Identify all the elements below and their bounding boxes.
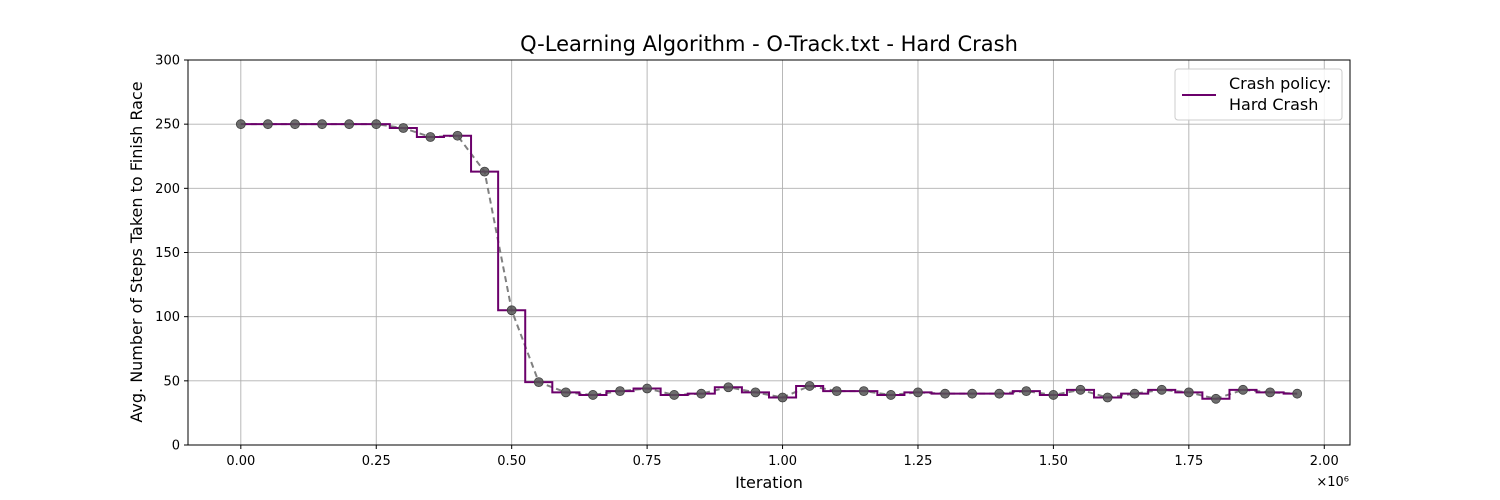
data-point <box>398 123 409 133</box>
y-tick-label: 200 <box>155 182 180 197</box>
chart-title: Q-Learning Algorithm - O-Track.txt - Har… <box>520 32 1018 56</box>
data-point <box>344 119 355 130</box>
x-tick-label: 0.75 <box>633 454 662 469</box>
data-point <box>371 119 382 130</box>
data-point <box>669 390 680 400</box>
data-point <box>1075 384 1086 395</box>
x-tick-label: 0.00 <box>226 454 255 469</box>
data-point <box>1129 388 1140 399</box>
data-point <box>290 119 300 130</box>
x-tick-label: 1.25 <box>903 454 932 469</box>
data-point <box>940 388 950 399</box>
data-point <box>1211 393 1221 404</box>
legend: Crash policy: Hard Crash <box>1174 68 1343 121</box>
data-point <box>1102 392 1113 403</box>
y-tick-label: 50 <box>163 374 180 389</box>
data-point <box>425 132 436 142</box>
data-point <box>1021 386 1032 397</box>
data-point <box>235 119 246 130</box>
data-point <box>1265 387 1275 398</box>
y-axis-label: Avg. Number of Steps Taken to Finish Rac… <box>127 81 146 422</box>
data-point <box>885 390 896 400</box>
data-point <box>804 381 815 391</box>
data-point <box>696 388 707 399</box>
data-point <box>723 382 734 393</box>
data-point <box>994 388 1005 399</box>
data-point <box>263 119 273 130</box>
y-tick-label: 100 <box>155 310 180 325</box>
x-axis-offset-text: ×10⁶ <box>1316 475 1349 490</box>
data-point <box>1292 388 1303 399</box>
x-tick-label: 1.50 <box>1039 454 1068 469</box>
data-point <box>858 386 869 397</box>
data-point <box>967 388 978 399</box>
y-tick-label: 250 <box>155 118 180 133</box>
series-layer <box>235 119 1303 404</box>
data-point <box>479 166 490 177</box>
x-tick-label: 0.25 <box>362 454 391 469</box>
legend-label-line2: Hard Crash <box>1229 95 1318 114</box>
data-point <box>1183 387 1194 398</box>
data-point <box>615 386 625 397</box>
data-point <box>1156 384 1167 395</box>
y-tick-label: 300 <box>155 54 180 69</box>
data-point <box>1048 390 1059 400</box>
data-point <box>588 390 598 400</box>
data-point <box>777 392 788 403</box>
data-point <box>1238 384 1248 395</box>
data-point <box>452 130 463 141</box>
data-point <box>642 383 653 394</box>
x-tick-label: 1.00 <box>768 454 797 469</box>
data-point <box>913 387 923 398</box>
y-axis: 0 50 100 150 200 250 300 <box>155 54 188 454</box>
x-tick-label: 1.75 <box>1174 454 1203 469</box>
x-tick-label: 2.00 <box>1310 454 1339 469</box>
data-point <box>750 387 761 398</box>
legend-box <box>1174 68 1343 121</box>
y-tick-label: 150 <box>155 246 180 261</box>
data-point <box>831 386 842 397</box>
x-tick-label: 0.50 <box>497 454 526 469</box>
x-axis-label: Iteration <box>735 473 803 492</box>
data-point <box>506 305 517 316</box>
legend-label-line1: Crash policy: <box>1229 74 1331 93</box>
data-point <box>560 387 571 398</box>
data-point <box>533 377 544 388</box>
data-point <box>317 119 327 130</box>
x-axis: 0.00 0.25 0.50 0.75 1.00 1.25 1.50 1.75 2.00 <box>226 445 1339 469</box>
y-tick-label: 0 <box>172 439 180 454</box>
